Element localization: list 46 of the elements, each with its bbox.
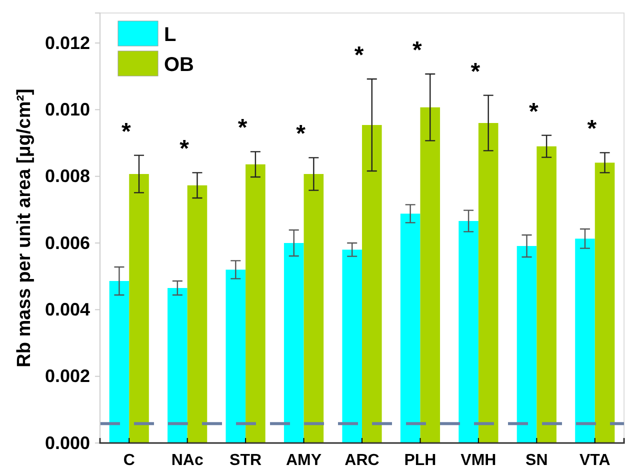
annotation: * — [528, 98, 539, 126]
x-tick-label: VMH — [460, 452, 496, 469]
y-tick-label: 0.006 — [44, 232, 90, 253]
bar — [342, 250, 362, 443]
y-tick-label: 0.002 — [44, 366, 90, 386]
bar — [187, 185, 208, 443]
annotation: * — [180, 136, 190, 163]
y-tick-label: 0.000 — [44, 432, 90, 453]
bar — [536, 146, 556, 443]
annotation: * — [470, 58, 481, 86]
bar — [129, 174, 149, 443]
bar — [594, 162, 615, 443]
y-axis-title: Rb mass per unit area [μg/cm²] — [14, 88, 35, 368]
bar — [284, 243, 304, 443]
legend-label: L — [164, 24, 176, 46]
annotation: * — [238, 114, 248, 142]
bar — [109, 281, 130, 443]
x-tick-label: PLH — [404, 452, 436, 469]
annotation: * — [354, 42, 364, 69]
annotation: * — [121, 118, 132, 146]
x-tick-label: VTA — [579, 452, 611, 469]
y-tick-label: 0.004 — [44, 299, 90, 320]
bar — [168, 288, 188, 443]
bar — [226, 270, 246, 443]
bar — [458, 221, 478, 443]
x-tick-label: STR — [230, 452, 262, 469]
y-tick-label: 0.008 — [44, 166, 90, 186]
bar — [246, 164, 266, 443]
bar — [420, 107, 440, 443]
annotation: * — [412, 37, 423, 64]
x-tick-label: C — [123, 452, 136, 469]
bar — [304, 174, 324, 443]
bar — [575, 238, 595, 443]
annotation: * — [587, 116, 598, 143]
x-tick-label: ARC — [344, 452, 380, 469]
bar — [362, 125, 382, 443]
x-tick-label: NAc — [171, 452, 204, 469]
x-tick-label: AMY — [286, 452, 322, 469]
y-tick-label: 0.012 — [44, 32, 90, 53]
y-tick-label: 0.010 — [44, 99, 90, 120]
bar — [516, 246, 537, 443]
bar — [478, 123, 498, 443]
bar — [400, 214, 420, 443]
annotation: * — [296, 120, 306, 148]
x-tick-label: SN — [526, 452, 548, 469]
legend-label: OB — [164, 54, 194, 76]
